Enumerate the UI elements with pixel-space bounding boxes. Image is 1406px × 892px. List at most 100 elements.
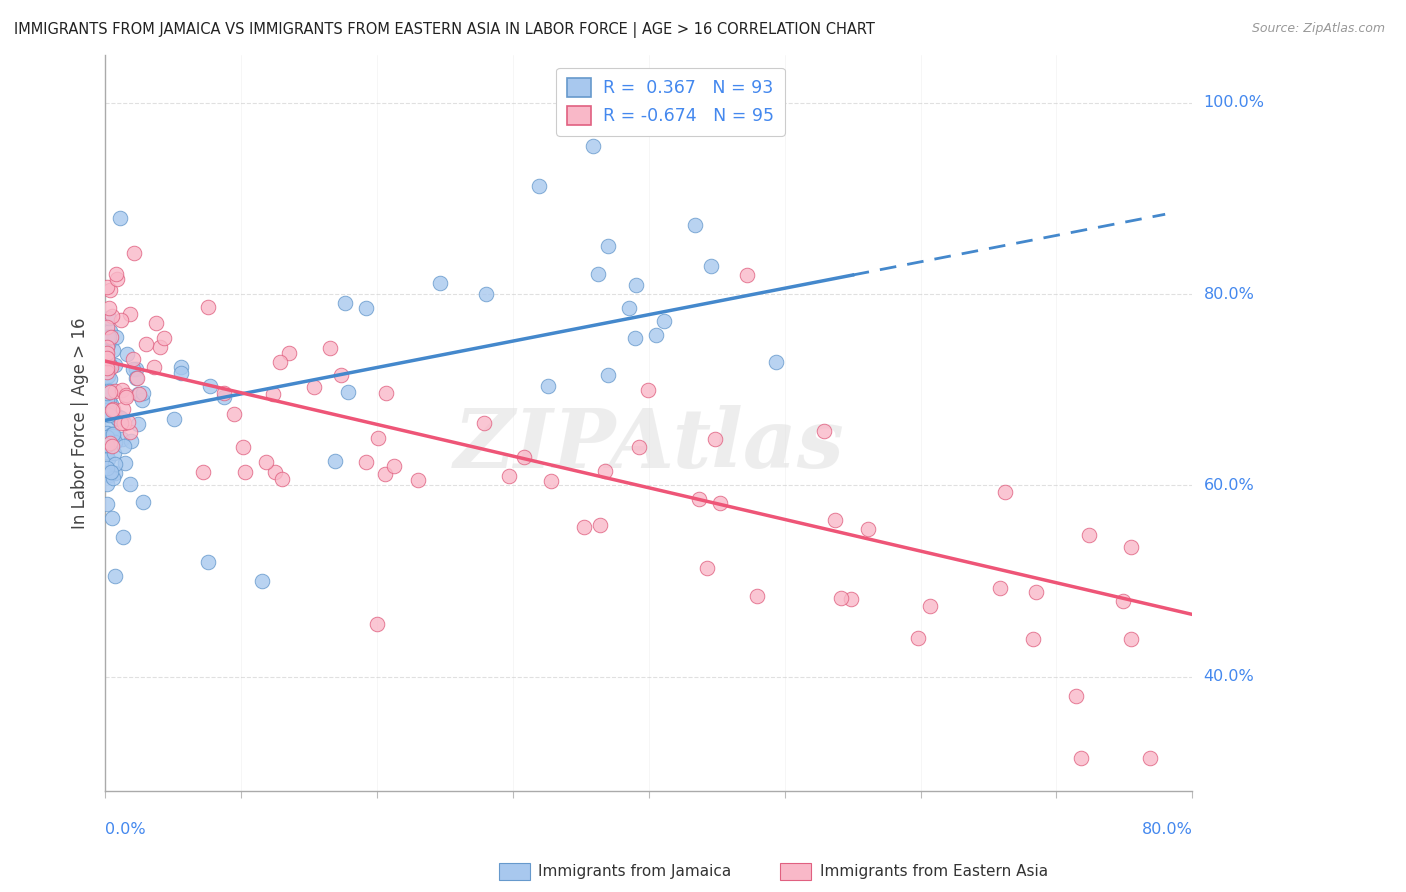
Point [813,424,835,438]
Point [105,410,128,425]
Point [98,385,121,400]
Point [111,432,134,446]
Point [323,454,346,468]
Point [254,455,277,469]
Text: ZIPAtlas: ZIPAtlas [453,405,844,485]
Point [737,268,759,282]
Point [994,485,1017,500]
Point [115,347,138,361]
Point [96,330,118,344]
Text: IMMIGRANTS FROM JAMAICA VS IMMIGRANTS FROM EASTERN ASIA IN LABOR FORCE | AGE > 1: IMMIGRANTS FROM JAMAICA VS IMMIGRANTS FR… [14,22,875,38]
Point [96,386,118,401]
Point [709,495,731,509]
Point [104,466,127,480]
Point [125,370,148,384]
Point [617,301,640,316]
Point [337,385,360,400]
Point [374,467,396,482]
Point [96,425,118,440]
Point [96,340,118,354]
Point [104,569,127,583]
Legend: R =  0.367   N = 93, R = -0.674   N = 95: R = 0.367 N = 93, R = -0.674 N = 95 [557,68,785,136]
Point [356,455,378,469]
Point [117,416,139,430]
Point [153,331,176,345]
Point [100,359,122,374]
Point [589,517,612,532]
Point [104,330,127,344]
Point [498,468,520,483]
Point [700,259,723,273]
Point [98,324,121,338]
Point [537,378,560,392]
Point [97,451,120,466]
Point [96,438,118,452]
Point [132,385,155,400]
Point [96,444,118,458]
Point [128,386,150,401]
Point [644,328,666,343]
Point [572,520,595,534]
Point [96,392,118,407]
Point [527,178,550,193]
Point [232,440,254,454]
Point [100,511,122,525]
Point [96,407,118,421]
Point [354,301,377,315]
Point [271,472,294,486]
Point [233,465,256,479]
Point [97,394,120,409]
Point [264,465,287,479]
Point [318,341,340,355]
Point [98,468,121,483]
Point [149,340,172,354]
Point [98,383,121,397]
Point [269,355,291,369]
Point [98,435,121,450]
Point [688,491,710,506]
Point [163,412,186,426]
Point [250,574,273,588]
Point [110,313,132,327]
Point [856,522,879,536]
Point [212,386,235,401]
Point [97,331,120,345]
Point [100,397,122,411]
Point [839,591,862,606]
Point [104,384,127,399]
Point [96,365,118,379]
Point [96,346,118,360]
Point [907,632,929,646]
Point [96,476,118,491]
Point [105,272,128,286]
Point [197,555,219,569]
Point [103,343,125,358]
Point [96,417,118,431]
Point [1025,585,1047,599]
Text: Immigrants from Eastern Asia: Immigrants from Eastern Asia [820,864,1047,879]
Point [624,278,647,293]
Point [104,458,127,472]
Point [98,283,121,297]
Point [824,513,846,527]
Point [475,287,498,301]
Point [262,387,284,401]
Point [110,416,132,430]
Point [96,460,118,475]
Point [96,436,118,450]
Point [214,390,236,404]
Point [97,408,120,422]
Point [745,589,768,603]
Point [107,409,129,424]
Point [101,439,124,453]
Point [382,459,405,474]
Point [652,314,675,328]
Point [122,362,145,376]
Point [110,410,132,425]
Point [125,362,148,376]
Point [540,474,562,488]
Point [98,358,121,372]
Point [375,386,398,401]
Point [1022,632,1045,647]
Point [170,360,193,375]
